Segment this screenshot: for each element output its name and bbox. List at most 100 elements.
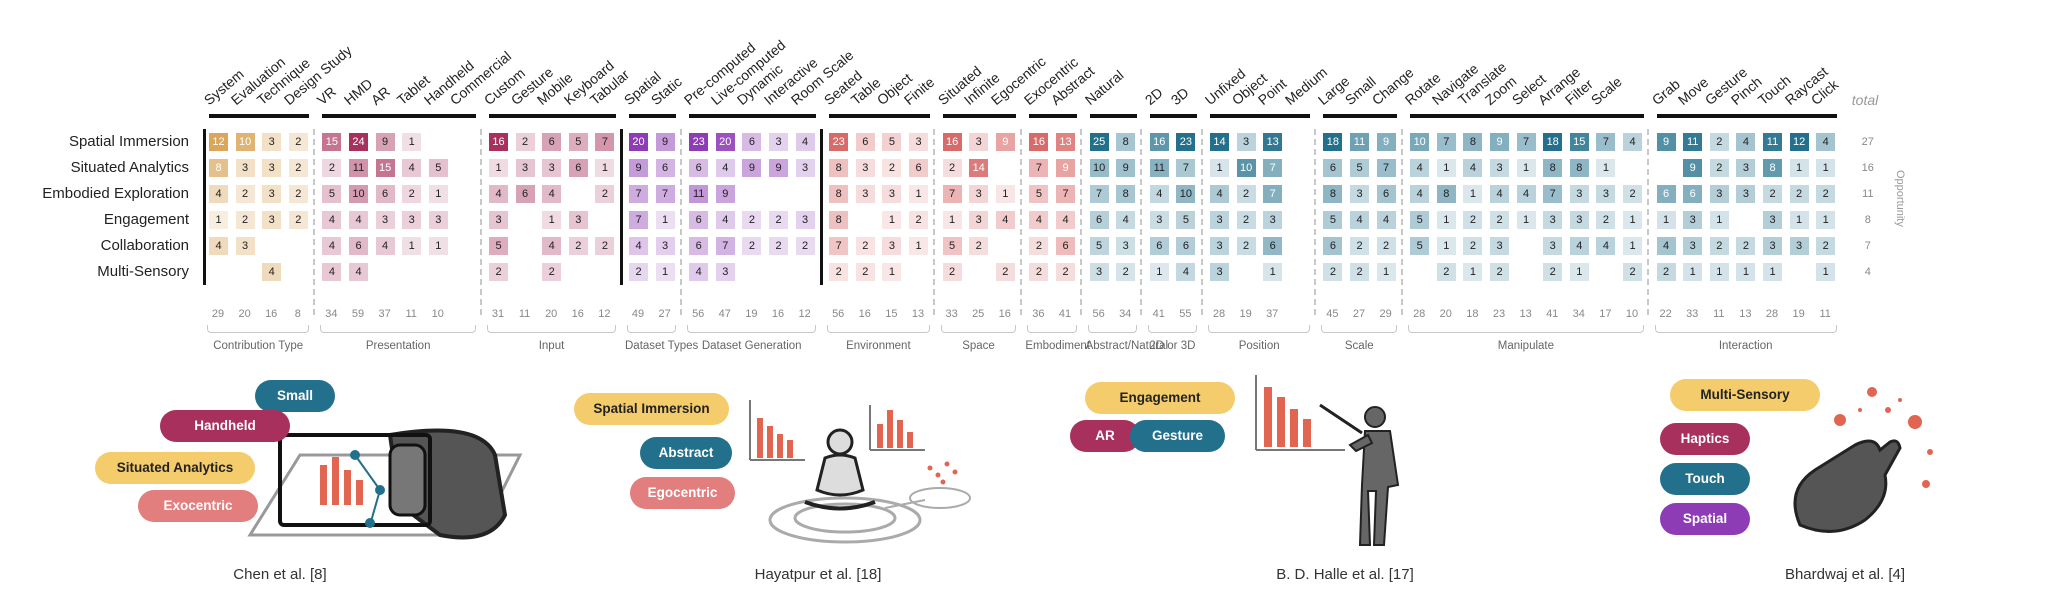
matrix-cell: 3 <box>262 133 282 151</box>
matrix-cell: 1 <box>1816 263 1836 281</box>
row-total: 8 <box>1864 214 1871 226</box>
column-total: 8 <box>294 308 301 320</box>
matrix-cell: 2 <box>1623 185 1642 203</box>
matrix-cell: 4 <box>689 263 709 281</box>
matrix-cell: 6 <box>909 159 928 177</box>
matrix-cell: 3 <box>1763 237 1782 255</box>
matrix-cell: 1 <box>1149 263 1169 281</box>
matrix-cell: 2 <box>1116 263 1136 281</box>
matrix-cell: 3 <box>489 211 508 229</box>
matrix-cell: 1 <box>1210 159 1229 177</box>
matrix-cell: 2 <box>769 237 788 255</box>
matrix-cell: 9 <box>375 133 395 151</box>
matrix-cell: 1 <box>909 185 928 203</box>
column-total: 41 <box>1152 308 1165 320</box>
matrix-cell: 13 <box>1056 133 1075 151</box>
matrix-cell <box>569 185 588 203</box>
matrix-cell: 3 <box>1116 237 1136 255</box>
matrix-cell: 3 <box>969 133 989 151</box>
matrix-cell: 3 <box>235 237 255 255</box>
matrix-cell: 2 <box>1596 211 1616 229</box>
group-bracket <box>320 325 476 333</box>
matrix-cell: 2 <box>1436 263 1456 281</box>
matrix-cell: 4 <box>262 263 282 281</box>
matrix-cell: 4 <box>795 133 815 151</box>
matrix-cell: 2 <box>542 263 562 281</box>
matrix-cell <box>1517 237 1536 255</box>
matrix-cell: 1 <box>1656 211 1676 229</box>
matrix-cell: 2 <box>1816 237 1836 255</box>
matrix-cell <box>455 211 474 229</box>
matrix-cell: 15 <box>1569 133 1589 151</box>
matrix-cell: 5 <box>428 159 448 177</box>
matrix-cell: 1 <box>1709 211 1729 229</box>
matrix-cell: 3 <box>1490 159 1509 177</box>
group-title: Scale <box>1344 340 1374 352</box>
column-total: 33 <box>1686 308 1699 320</box>
matrix-cell <box>569 263 588 281</box>
matrix-cell: 4 <box>1816 133 1836 151</box>
matrix-cell: 4 <box>349 263 368 281</box>
matrix-cell: 7 <box>1029 159 1049 177</box>
matrix-cell: 5 <box>942 237 962 255</box>
matrix-cell: 15 <box>375 159 395 177</box>
tag-pill: Multi-Sensory <box>1670 379 1820 411</box>
matrix-cell: 6 <box>1263 237 1283 255</box>
tag-pill: Engagement <box>1085 382 1235 414</box>
matrix-cell: 16 <box>489 133 508 151</box>
matrix-cell: 3 <box>1569 185 1589 203</box>
column-total: 15 <box>885 308 898 320</box>
column-total: 16 <box>571 308 584 320</box>
group-title: 2D or 3D <box>1149 340 1196 352</box>
matrix-cell <box>209 263 228 281</box>
group-bracket <box>827 325 930 333</box>
matrix-cell: 18 <box>1323 133 1343 151</box>
group-divider <box>1019 129 1022 315</box>
group-bracket <box>207 325 310 333</box>
column-total: 31 <box>491 308 505 320</box>
matrix-cell: 2 <box>1490 211 1509 229</box>
tag-pill: Handheld <box>160 410 290 442</box>
matrix-cell: 5 <box>1410 211 1430 229</box>
matrix-cell: 4 <box>629 237 648 255</box>
matrix-cell: 2 <box>322 159 342 177</box>
group-header-bar <box>1410 114 1644 118</box>
column-total: 41 <box>1058 308 1072 320</box>
matrix-cell <box>429 133 448 151</box>
matrix-cell: 16 <box>942 133 962 151</box>
column-total: 11 <box>405 308 417 320</box>
matrix-cell <box>1237 263 1256 281</box>
matrix-cell: 7 <box>1089 185 1109 203</box>
column-label: 2D <box>1141 84 1166 108</box>
matrix-cell: 23 <box>689 133 709 151</box>
tag-pill: Touch <box>1660 463 1750 495</box>
matrix-cell: 2 <box>742 211 762 229</box>
matrix-cell: 1 <box>1816 159 1836 177</box>
matrix-cell: 6 <box>1056 237 1075 255</box>
column-total: 11 <box>1819 308 1831 320</box>
matrix-cell <box>1596 263 1615 281</box>
matrix-cell: 4 <box>322 263 342 281</box>
column-total: 13 <box>1739 308 1752 320</box>
row-label: Engagement <box>103 211 189 228</box>
column-total: 28 <box>1765 308 1779 320</box>
matrix-cell: 3 <box>1210 263 1229 281</box>
matrix-cell <box>796 185 815 203</box>
matrix-cell <box>969 263 988 281</box>
matrix-cell: 3 <box>568 211 588 229</box>
column-total: 18 <box>1466 308 1479 320</box>
matrix-cell: 1 <box>1463 263 1483 281</box>
example-caption: Bhardwaj et al. [4] <box>1784 566 1906 583</box>
row-total: 4 <box>1864 266 1871 278</box>
matrix-cell: 1 <box>882 211 902 229</box>
column-total: 16 <box>771 308 785 320</box>
column-total: 29 <box>1379 308 1392 320</box>
matrix-cell: 1 <box>402 237 422 255</box>
column-total: 20 <box>1439 308 1452 320</box>
matrix-cell: 2 <box>515 133 535 151</box>
column-total: 37 <box>378 308 391 320</box>
matrix-cell: 5 <box>1410 237 1430 255</box>
matrix-cell: 3 <box>1490 237 1509 255</box>
matrix-cell: 23 <box>829 133 849 151</box>
matrix-cell: 2 <box>1350 237 1369 255</box>
